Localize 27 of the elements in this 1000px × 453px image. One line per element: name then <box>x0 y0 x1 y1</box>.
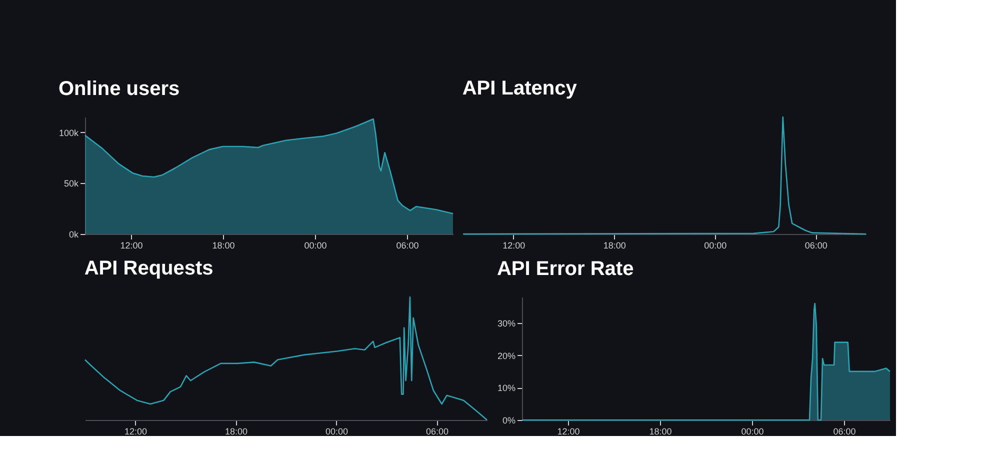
x-tick-label: 18:00 <box>212 240 235 250</box>
x-tick-label: 06:00 <box>426 426 449 436</box>
x-tick-label: 12:00 <box>120 240 143 250</box>
x-tick-label: 18:00 <box>649 426 672 436</box>
x-tick-label: 18:00 <box>224 426 248 436</box>
x-tick-label: 06:00 <box>804 240 828 250</box>
x-tick-label: 12:00 <box>124 426 148 436</box>
y-tick-label: 0% <box>502 416 516 426</box>
chart-title: API Requests <box>84 257 214 280</box>
x-tick-label: 12:00 <box>502 240 526 250</box>
x-tick-label: 00:00 <box>741 426 764 436</box>
x-tick-label: 18:00 <box>603 240 626 250</box>
chart-title: API Latency <box>462 77 578 100</box>
x-tick-label: 00:00 <box>704 240 727 250</box>
y-tick-label: 50k <box>64 178 79 189</box>
x-tick-label: 00:00 <box>325 426 348 436</box>
x-tick-label: 06:00 <box>396 240 419 250</box>
chart-title: Online users <box>58 78 180 100</box>
y-tick-label: 10% <box>497 383 516 394</box>
y-tick-label: 0k <box>68 230 79 240</box>
chart-title: API Error Rate <box>496 258 634 280</box>
y-tick-label: 20% <box>497 350 516 361</box>
y-tick-label: 30% <box>497 318 516 328</box>
x-tick-label: 00:00 <box>304 240 327 250</box>
x-tick-label: 06:00 <box>833 426 856 436</box>
y-tick-label: 100k <box>58 128 79 138</box>
x-tick-label: 12:00 <box>557 426 580 436</box>
